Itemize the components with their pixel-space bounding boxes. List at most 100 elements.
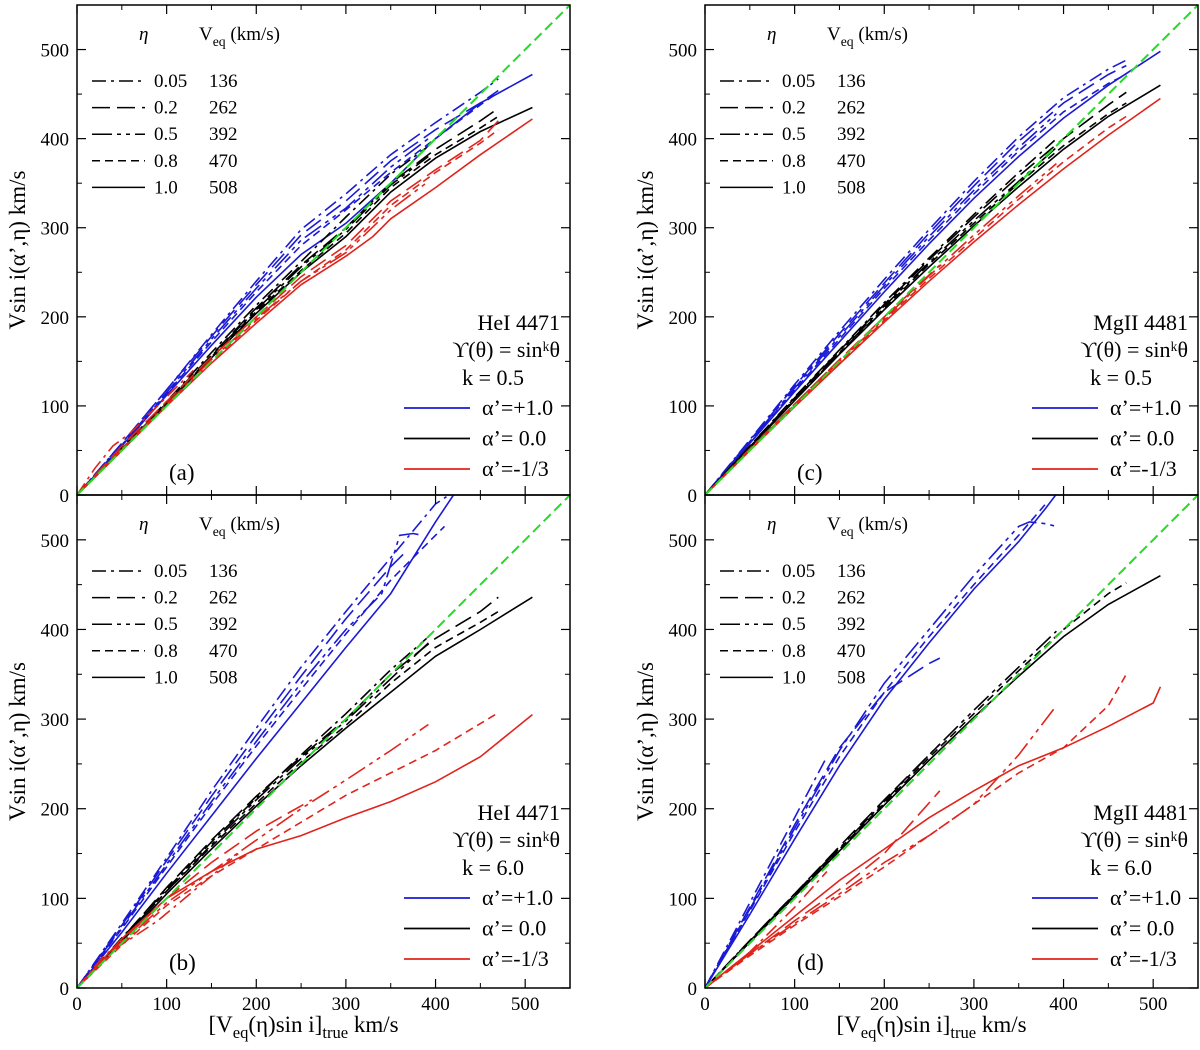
- plot-area: [77, 495, 570, 988]
- y-tick-label: 400: [669, 620, 698, 641]
- x-axis-title: [Veq(η)sin i]true km/s: [836, 1012, 1026, 1042]
- eta-value: 0.2: [154, 588, 178, 609]
- series-line: [77, 495, 451, 988]
- eta-value: 1.0: [154, 177, 178, 198]
- y-tick-label: 0: [688, 979, 698, 1000]
- series-line: [705, 574, 1161, 988]
- eta-value: 0.05: [782, 71, 815, 92]
- y-axis-title: Vsin i(α’,η) km/s: [5, 662, 30, 821]
- series-line: [77, 89, 499, 495]
- y-tick-label: 200: [669, 308, 698, 329]
- series-line: [77, 495, 455, 988]
- series-line: [705, 102, 1127, 495]
- y-tick-label: 500: [41, 531, 70, 552]
- veq-value: 508: [837, 667, 866, 688]
- x-tick-label: 0: [72, 994, 82, 1015]
- alpha-legend-label: α’=-1/3: [1110, 456, 1177, 481]
- k-label: k = 0.5: [1090, 365, 1152, 390]
- series-line: [705, 162, 1057, 495]
- veq-value: 262: [837, 98, 866, 119]
- eta-value: 0.5: [782, 124, 806, 145]
- reference-line: [77, 5, 570, 495]
- series-line: [705, 630, 1057, 988]
- series-line: [77, 120, 499, 495]
- veq-value: 508: [837, 177, 866, 198]
- eta-value: 0.05: [782, 561, 815, 582]
- veq-value: 136: [837, 561, 866, 582]
- series-line: [705, 146, 1057, 495]
- series-line: [705, 686, 1162, 988]
- alpha-legend-label: α’=+1.0: [482, 885, 553, 910]
- series-line: [77, 610, 499, 988]
- alpha-legend-label: α’= 0.0: [1110, 426, 1174, 451]
- series-line: [705, 495, 1057, 988]
- eta-value: 0.5: [154, 614, 178, 635]
- y-tick-label: 400: [41, 130, 70, 151]
- y-tick-label: 300: [41, 219, 70, 240]
- y-axis-title: Vsin i(α’,η) km/s: [633, 662, 658, 821]
- x-tick-label: 100: [780, 994, 809, 1015]
- eta-value: 0.8: [154, 641, 178, 662]
- y-tick-label: 100: [669, 397, 698, 418]
- law-label: ϒ(θ) = sinᵏθ: [452, 337, 560, 362]
- x-tick-label: 400: [1049, 994, 1078, 1015]
- veq-value: 508: [209, 667, 238, 688]
- series-line: [77, 723, 429, 988]
- x-tick-label: 100: [152, 994, 181, 1015]
- eta-value: 1.0: [782, 667, 806, 688]
- law-label: ϒ(θ) = sinᵏθ: [1080, 827, 1188, 852]
- series-line: [77, 118, 533, 495]
- alpha-legend: α’=+1.0 α’= 0.0 α’=-1/3: [1032, 885, 1181, 971]
- y-tick-label: 500: [669, 41, 698, 62]
- veq-value: 470: [837, 151, 866, 172]
- series-line: [77, 712, 499, 988]
- y-tick-label: 200: [41, 800, 70, 821]
- series-line: [705, 50, 1161, 495]
- veq-value: 262: [209, 588, 238, 609]
- eta-value: 1.0: [782, 177, 806, 198]
- veq-value: 392: [837, 124, 866, 145]
- series-line: [77, 552, 405, 988]
- alpha-legend-label: α’=+1.0: [482, 395, 553, 420]
- series-line: [705, 673, 1127, 988]
- alpha-legend-label: α’=+1.0: [1110, 395, 1181, 420]
- k-label: k = 6.0: [1090, 855, 1152, 880]
- veq-value: 262: [837, 588, 866, 609]
- alpha-legend-label: α’= 0.0: [1110, 916, 1174, 941]
- k-label: k = 6.0: [462, 855, 524, 880]
- y-axis-title: Vsin i(α’,η) km/s: [5, 171, 30, 330]
- eta-value: 0.2: [782, 98, 806, 119]
- series-line: [705, 97, 1161, 495]
- eta-value: 0.5: [154, 124, 178, 145]
- law-label: ϒ(θ) = sinᵏθ: [1080, 337, 1188, 362]
- panel-d: 0 100 200 300 400 500 0 100 200 300 400 500 Vsin i(α…: [633, 494, 1199, 1042]
- series-line: [705, 521, 1057, 988]
- veq-value: 136: [837, 71, 866, 92]
- x-tick-label: 400: [421, 994, 450, 1015]
- panel-a: 0 100 200 300 400 500 Vsin i(α’,η) km/s η Veq (k…: [5, 4, 571, 507]
- series-line: [705, 756, 828, 988]
- veq-header: Veq (km/s): [199, 514, 280, 539]
- alpha-legend-label: α’=-1/3: [482, 456, 549, 481]
- alpha-legend: α’=+1.0 α’= 0.0 α’=-1/3: [404, 395, 553, 481]
- x-tick-label: 200: [242, 994, 271, 1015]
- alpha-legend-label: α’=-1/3: [482, 946, 549, 971]
- series-line: [77, 73, 533, 495]
- series-line: [77, 369, 195, 495]
- y-axis-title: Vsin i(α’,η) km/s: [633, 171, 658, 330]
- veq-value: 262: [209, 98, 238, 119]
- x-tick-label: 300: [960, 994, 989, 1015]
- series-line: [705, 91, 1127, 495]
- axes-frame: [76, 494, 571, 989]
- series-line: [705, 64, 1127, 495]
- series-line: [705, 59, 1127, 495]
- series-line: [77, 106, 533, 495]
- series-line: [77, 642, 429, 988]
- eta-legend: η Veq (km/s) 0.05 136 0.2 262 0.5 392 0.8 470 1.0 5…: [92, 24, 280, 198]
- veq-value: 136: [209, 561, 238, 582]
- reference-line: [705, 495, 1198, 988]
- law-label: ϒ(θ) = sinᵏθ: [452, 827, 560, 852]
- plot-area: [77, 5, 570, 495]
- y-tick-label: 500: [669, 531, 698, 552]
